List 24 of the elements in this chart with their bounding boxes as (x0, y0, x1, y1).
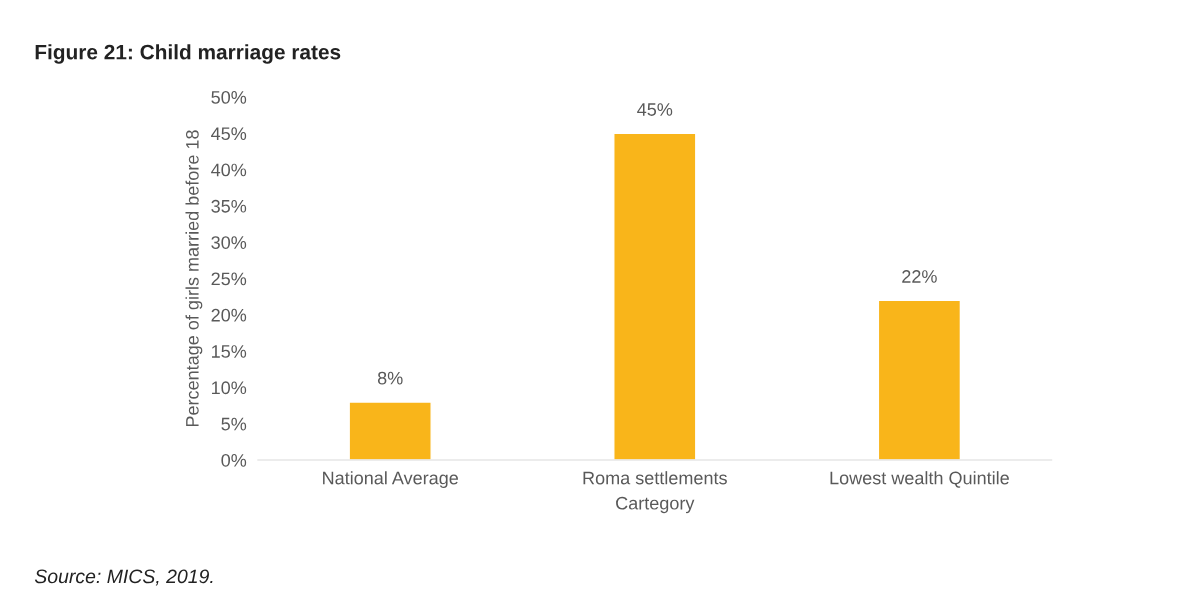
chart-title: Figure 21: Child marriage rates (35, 44, 341, 64)
y-tick-label: 30% (211, 236, 247, 249)
y-tick-label: 10% (212, 381, 247, 395)
y-tick-label: 35% (211, 199, 247, 213)
x-tick-label: National Average (323, 471, 458, 488)
bar (348, 401, 432, 461)
data-label: 22% (902, 270, 937, 283)
data-label: 8% (377, 371, 403, 385)
bar (877, 299, 962, 461)
y-tick-label: 15% (212, 345, 247, 358)
y-tick-label: 25% (211, 272, 247, 286)
y-tick-label: 50% (211, 90, 247, 104)
y-axis-title: Percentage of girls married before 18 (185, 130, 203, 427)
y-tick-label: 20% (211, 308, 247, 322)
source-note: Source: MICS, 2019. (34, 569, 213, 586)
y-tick-label: 0% (221, 453, 247, 467)
y-tick-label: 45% (211, 127, 247, 141)
y-tick-label: 40% (211, 163, 247, 177)
x-tick-label: Roma settlements (583, 471, 727, 485)
bar (613, 132, 697, 461)
x-tick-label: Lowest wealth Quintile (830, 471, 1009, 488)
data-label: 45% (637, 103, 673, 116)
y-tick-label: 5% (221, 417, 247, 431)
x-axis-title: Cartegory (616, 496, 695, 514)
